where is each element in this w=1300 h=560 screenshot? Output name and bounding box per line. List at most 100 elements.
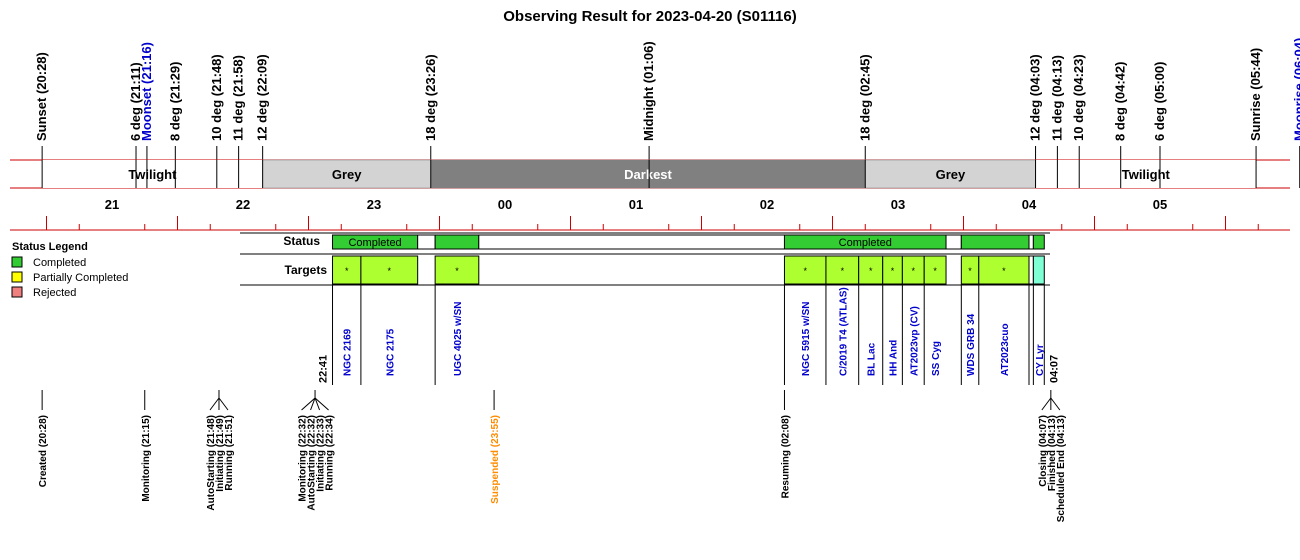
target-block-gap bbox=[1028, 255, 1034, 285]
band-label-grey: Grey bbox=[332, 167, 362, 182]
state-branch bbox=[209, 397, 220, 411]
target-mark: * bbox=[841, 266, 845, 276]
target-block-at2023cuo bbox=[978, 255, 1030, 285]
status-block bbox=[945, 234, 962, 250]
event-label-11-deg-21-58: 11 deg (21:58) bbox=[231, 55, 246, 141]
target-block-c-2019-t4-atlas bbox=[825, 255, 860, 285]
bracket-time-right: 04:07 bbox=[1048, 355, 1060, 383]
status-block bbox=[434, 234, 480, 250]
target-mark: * bbox=[912, 266, 916, 276]
state-branch bbox=[1050, 397, 1061, 411]
hour-label-21: 21 bbox=[105, 197, 119, 212]
state-label-created-20-28: Created (20:28) bbox=[38, 415, 49, 487]
target-name-wds-grb-34: WDS GRB 34 bbox=[966, 313, 977, 376]
target-mark: * bbox=[933, 266, 937, 276]
band-twilight bbox=[42, 160, 263, 188]
target-block-ngc-2169 bbox=[332, 255, 362, 285]
hour-label-23: 23 bbox=[367, 197, 381, 212]
event-label-6-deg-05-00: 6 deg (05:00) bbox=[1152, 62, 1167, 141]
status-target-rows: Status Targets Completed Completed * * * * * * *… bbox=[240, 232, 1050, 286]
state-label-autostarting-21-48: AutoStarting (21:48) bbox=[206, 415, 217, 511]
target-mark: * bbox=[1002, 266, 1006, 276]
chart-title: Observing Result for 2023-04-20 (S01116) bbox=[503, 8, 796, 25]
state-branch bbox=[218, 397, 229, 411]
status-block bbox=[1032, 234, 1045, 250]
state-label-suspended-23-55: Suspended (23:55) bbox=[490, 415, 501, 504]
target-block-cy-lyr bbox=[1032, 255, 1045, 285]
event-markers: Sunset (20:28) 6 deg (21:11)Moonset (21:1… bbox=[34, 38, 1300, 160]
bracket-time-left: 22:41 bbox=[318, 355, 330, 383]
event-label-midnight-01-06: Midnight (01:06) bbox=[641, 41, 656, 141]
state-change-markers: Created (20:28) Monitoring (21:15) AutoSta… bbox=[38, 390, 1067, 522]
target-name-ngc-2175: NGC 2175 bbox=[385, 328, 396, 376]
hour-label-00: 00 bbox=[498, 197, 512, 212]
state-label-initiating-22-33: Initiating (22:33) bbox=[316, 415, 327, 492]
state-label-monitoring-22-32: Monitoring (22:32) bbox=[298, 415, 309, 502]
state-branch bbox=[314, 397, 329, 411]
event-label-8-deg-21-29: 8 deg (21:29) bbox=[167, 62, 182, 141]
state-label-running-22-34: Running (22:34) bbox=[325, 415, 336, 491]
legend-swatch-completed bbox=[11, 256, 23, 268]
target-name-labels: NGC 2169 NGC 2175 UGC 4025 w/SN NGC 5915 w/… bbox=[318, 285, 1060, 385]
event-label-18-deg-23-26: 18 deg (23:26) bbox=[423, 54, 438, 141]
hour-axis: 21 22 23 00 01 02 03 04 05 bbox=[10, 197, 1290, 231]
state-label-running-21-51: Running (21:51) bbox=[224, 415, 235, 491]
state-branch bbox=[314, 397, 321, 411]
target-mark: * bbox=[968, 266, 972, 276]
status-block bbox=[417, 234, 436, 250]
event-label-11-deg-04-13: 11 deg (04:13) bbox=[1049, 55, 1064, 141]
legend-swatch-partially-completed bbox=[11, 271, 23, 283]
state-branch bbox=[301, 397, 316, 411]
band-twilight bbox=[1035, 160, 1257, 188]
state-label-scheduled-end-04-13: Scheduled End (04:13) bbox=[1056, 415, 1067, 522]
event-label-sunrise-05-44: Sunrise (05:44) bbox=[1248, 48, 1263, 141]
state-branch bbox=[310, 397, 316, 411]
event-label-10-deg-21-48: 10 deg (21:48) bbox=[209, 54, 224, 141]
event-label-moonset-21-16: Moonset (21:16) bbox=[139, 42, 154, 141]
sky-condition-bands: Twilight Grey Darkest Grey Twilight bbox=[10, 159, 1300, 189]
state-label-closing-04-07: Closing (04:07) bbox=[1038, 415, 1049, 487]
event-label-6-deg-21-11: 6 deg (21:11) bbox=[128, 62, 143, 141]
target-name-at2023vp-cv: AT2023vp (CV) bbox=[909, 306, 920, 376]
target-mark: * bbox=[345, 266, 349, 276]
band-label-grey: Grey bbox=[936, 167, 966, 182]
target-name-ss-cyg: SS Cyg bbox=[931, 341, 942, 376]
event-label-12-deg-22-09: 12 deg (22:09) bbox=[255, 54, 270, 141]
target-name-hh-and: HH And bbox=[889, 340, 900, 376]
band-darkest bbox=[430, 159, 866, 189]
status-legend: Status Legend Completed Partially Complet… bbox=[11, 241, 128, 299]
band-label-twilight: Twilight bbox=[128, 167, 177, 182]
band-label-darkest: Darkest bbox=[624, 167, 672, 182]
state-label-finished-04-13: Finished (04:13) bbox=[1047, 415, 1058, 491]
event-label-moonrise-06-04: Moonrise (06:04) bbox=[1292, 38, 1300, 141]
target-name-cy-lyr: CY Lyr bbox=[1035, 344, 1046, 376]
hour-label-02: 02 bbox=[760, 197, 774, 212]
status-block bbox=[478, 234, 785, 250]
state-branch bbox=[1041, 397, 1052, 411]
event-label-8-deg-04-42: 8 deg (04:42) bbox=[1113, 62, 1128, 141]
target-mark: * bbox=[891, 266, 895, 276]
target-mark: * bbox=[869, 266, 873, 276]
target-name-ngc-5915-w-sn: NGC 5915 w/SN bbox=[801, 302, 812, 376]
legend-label-completed: Completed bbox=[33, 257, 86, 269]
state-label-autostarting-22-32: AutoStarting (22:32) bbox=[307, 415, 318, 511]
state-label-initiating-21-49: Initiating (21:49) bbox=[215, 415, 226, 492]
hour-label-04: 04 bbox=[1022, 197, 1037, 212]
event-label-12-deg-04-03: 12 deg (04:03) bbox=[1028, 54, 1043, 141]
targets-row-label: Targets bbox=[285, 263, 328, 277]
state-label-monitoring-21-15: Monitoring (21:15) bbox=[141, 415, 152, 502]
target-block-ugc-4025-w-sn bbox=[434, 255, 480, 285]
target-name-ugc-4025-w-sn: UGC 4025 w/SN bbox=[453, 302, 464, 376]
target-mark: * bbox=[803, 266, 807, 276]
state-label-resuming-02-08: Resuming (02:08) bbox=[780, 415, 791, 498]
legend-label-rejected: Rejected bbox=[33, 287, 76, 299]
target-name-bl-lac: BL Lac bbox=[867, 342, 878, 376]
target-name-at2023cuo: AT2023cuo bbox=[1000, 323, 1011, 376]
target-block-ngc-2175 bbox=[360, 255, 419, 285]
target-mark: * bbox=[455, 266, 459, 276]
status-block-label: Completed bbox=[839, 237, 892, 249]
status-block bbox=[1028, 234, 1034, 250]
target-name-ngc-2169: NGC 2169 bbox=[343, 328, 354, 376]
status-block bbox=[960, 234, 1030, 250]
